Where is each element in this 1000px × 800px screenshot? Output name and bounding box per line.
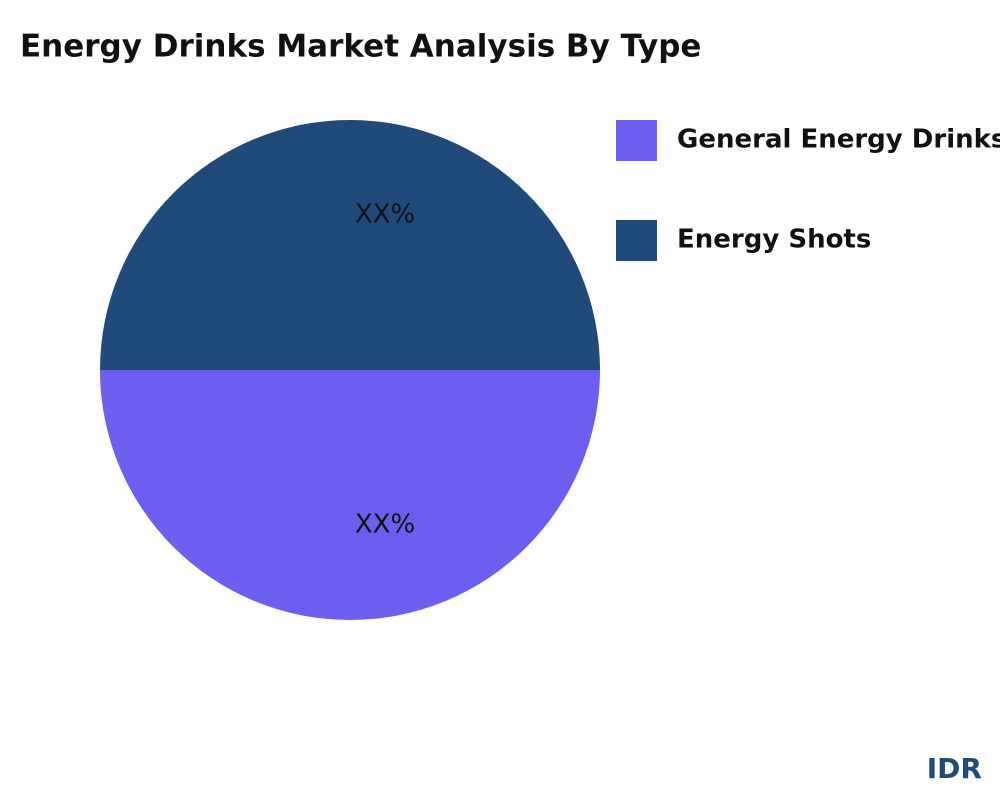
watermark: IDR: [927, 752, 982, 785]
legend-label: Energy Shots: [677, 225, 871, 255]
legend-label: General Energy Drinks: [677, 125, 1000, 155]
chart-title: Energy Drinks Market Analysis By Type: [20, 29, 701, 65]
slice-label: XX%: [355, 510, 415, 540]
pie-slice: [100, 370, 600, 620]
slice-label: XX%: [355, 200, 415, 230]
pie-slice: [100, 120, 600, 370]
legend-swatch: [616, 220, 657, 261]
legend-swatch: [616, 120, 657, 161]
